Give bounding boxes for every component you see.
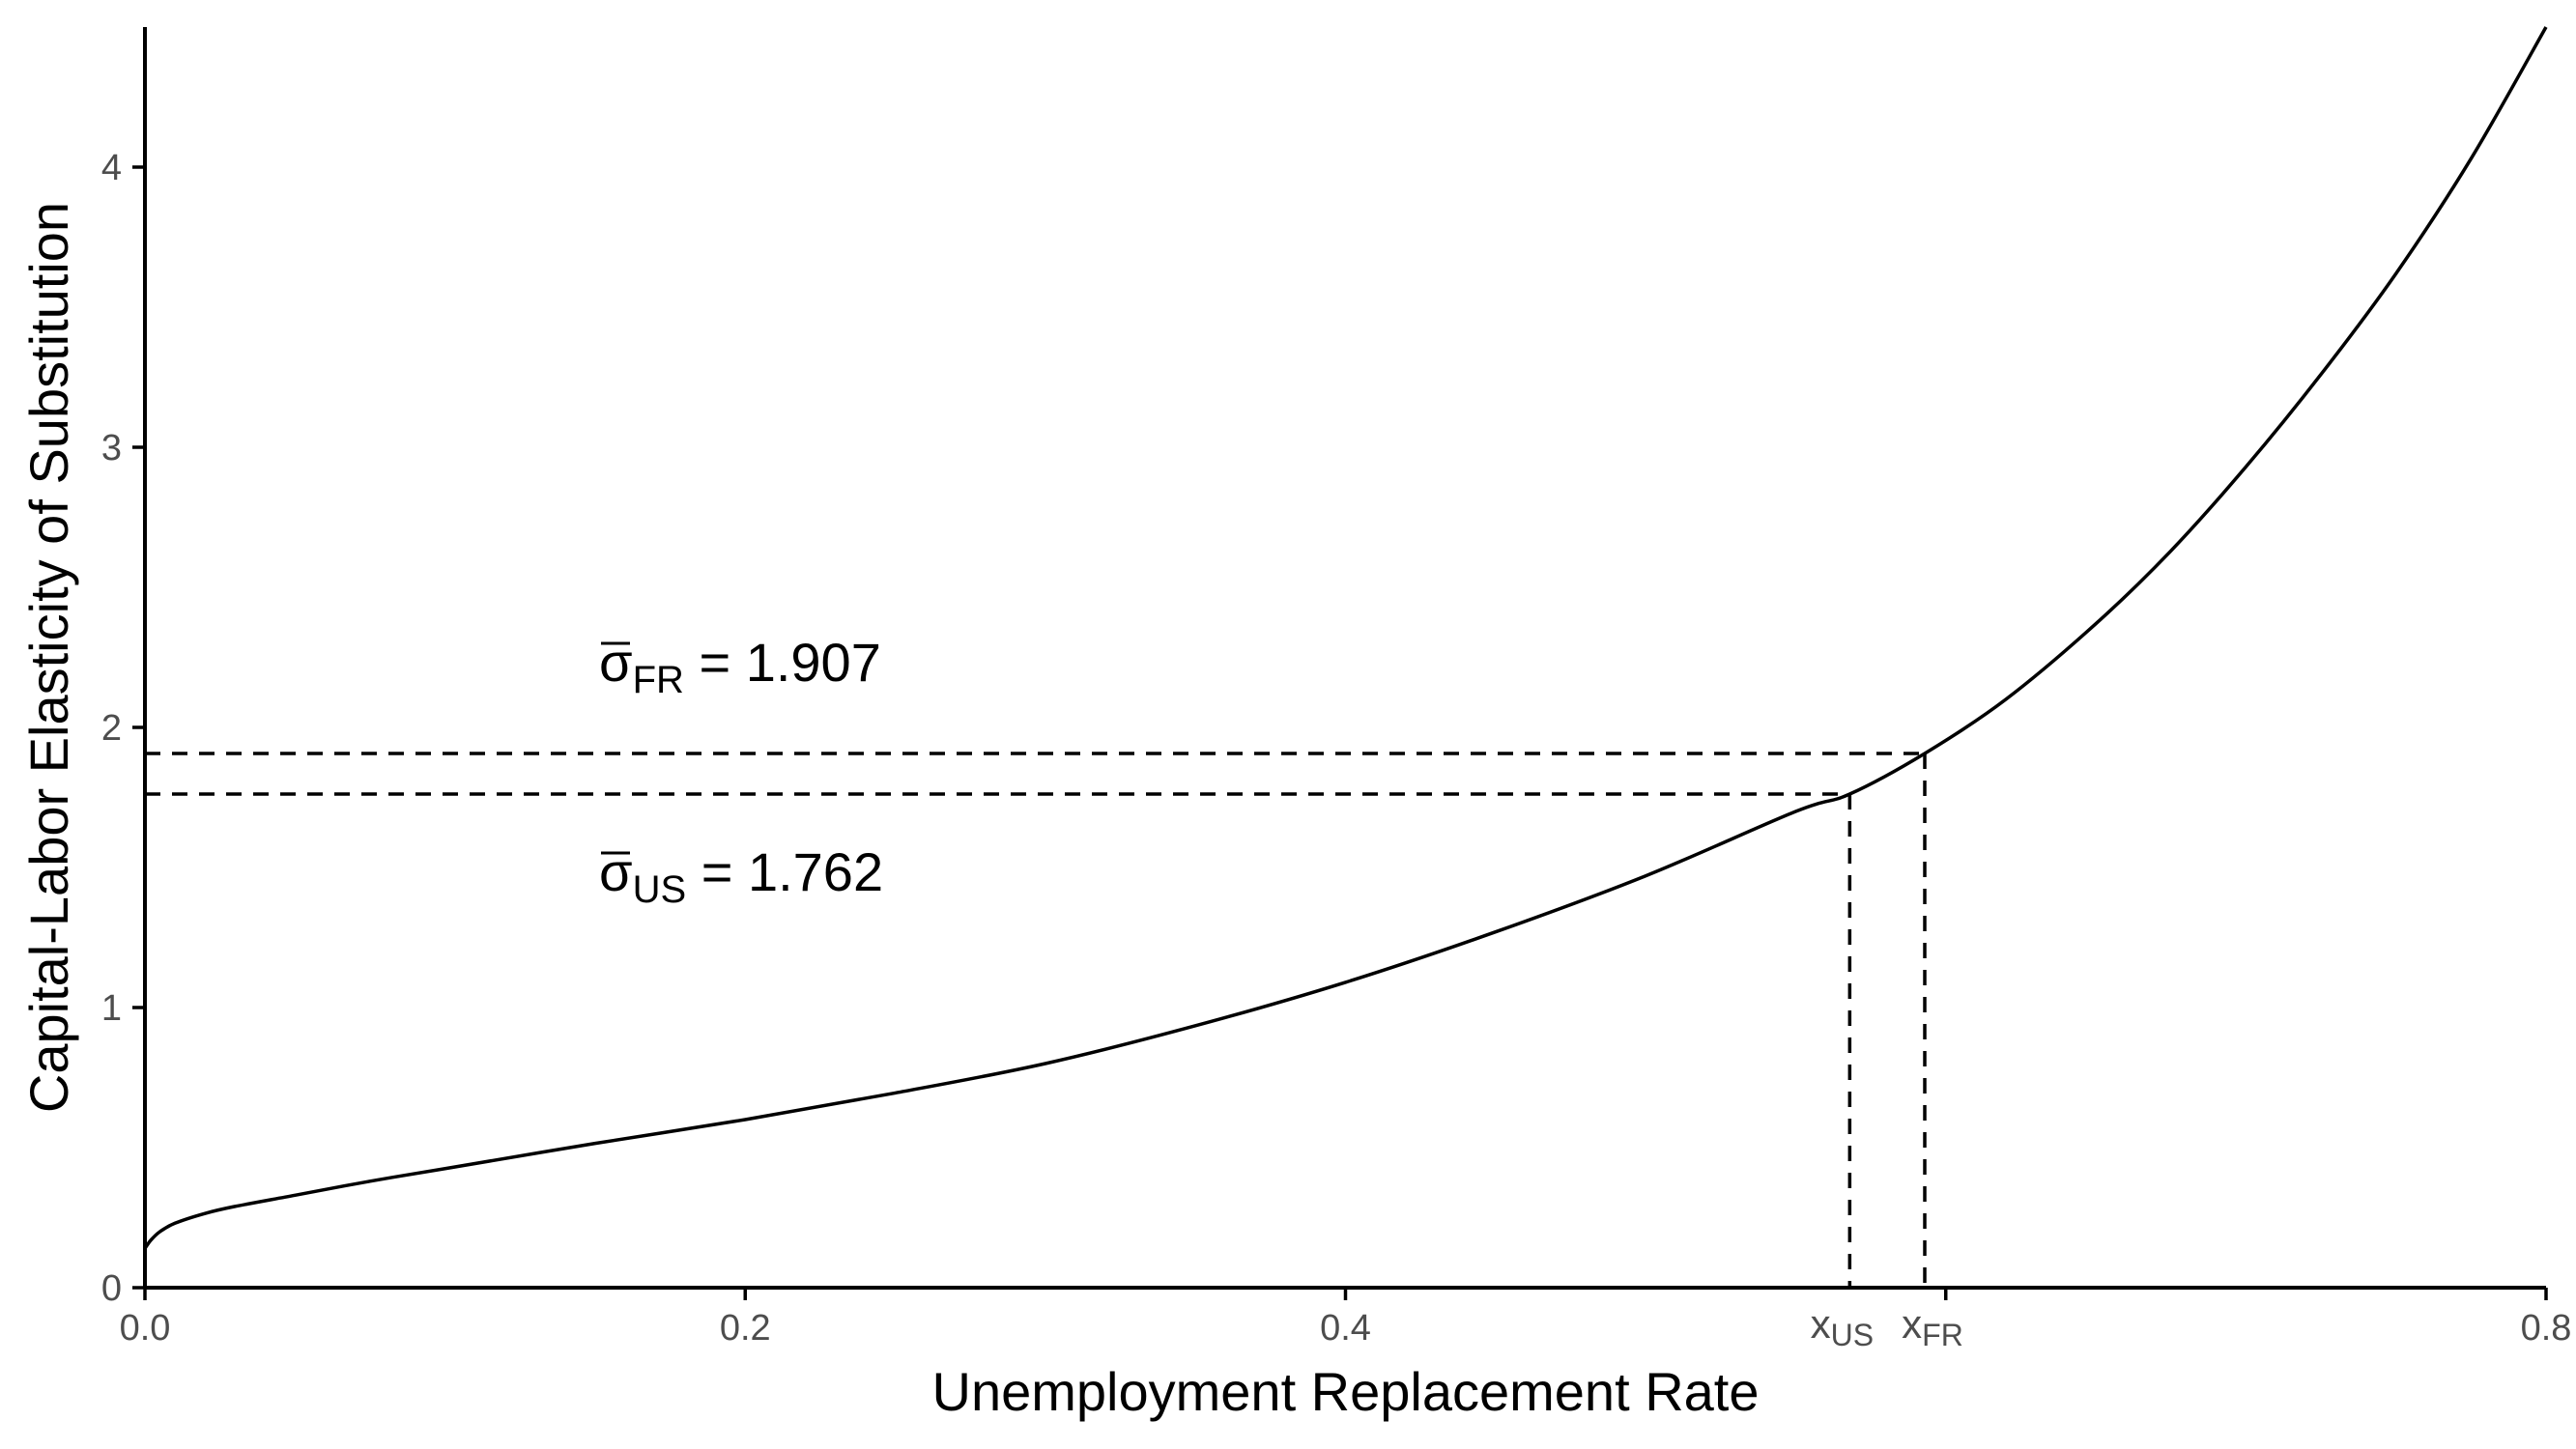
reference-lines: [145, 752, 1927, 1288]
x-us-symbol: x: [1811, 1301, 1831, 1347]
elasticity-curve: [143, 26, 2548, 1250]
x-tick-label: 0.0: [120, 1308, 171, 1349]
x-tick-label: 0.8: [2521, 1308, 2572, 1349]
sigma-us-annotation: σUS = 1.762: [599, 841, 883, 911]
y-tick-label: 0: [101, 1268, 122, 1309]
x-fr-subscript: FR: [1922, 1318, 1963, 1352]
x-us-subscript: US: [1831, 1318, 1874, 1352]
y-axis-title: Capital-Labor Elasticity of Substitution: [18, 202, 79, 1113]
x-fr-marker-label: xFR: [1902, 1301, 1963, 1352]
sigma-us-label: σUS = 1.762: [599, 841, 883, 911]
sigma-fr-symbol: σ: [599, 632, 633, 693]
x-tick-label: 0.2: [720, 1308, 771, 1349]
sigma-fr-label: σFR = 1.907: [599, 632, 881, 701]
y-tick-label: 4: [101, 148, 122, 188]
x-axis-title: Unemployment Replacement Rate: [932, 1361, 1760, 1422]
y-tick-label: 1: [101, 988, 122, 1029]
plot-area: [143, 26, 2548, 1288]
y-tick-label: 2: [101, 708, 122, 749]
sigma-fr-value: = 1.907: [684, 632, 881, 693]
sigma-us-subscript: US: [633, 868, 687, 911]
sigma-fr-annotation: σFR = 1.907: [599, 632, 881, 701]
sigma-us-value: = 1.762: [686, 841, 883, 902]
x-axis-ticks: 0.0 0.2 0.4 0.8: [120, 1288, 2572, 1349]
x-us-marker-label: xUS: [1811, 1301, 1874, 1352]
y-axis-ticks: 0 1 2 3 4: [101, 148, 145, 1309]
sigma-us-symbol: σ: [599, 841, 633, 902]
x-fr-symbol: x: [1902, 1301, 1922, 1347]
x-tick-label: 0.4: [1320, 1308, 1371, 1349]
y-tick-label: 3: [101, 428, 122, 469]
sigma-fr-subscript: FR: [633, 659, 684, 701]
